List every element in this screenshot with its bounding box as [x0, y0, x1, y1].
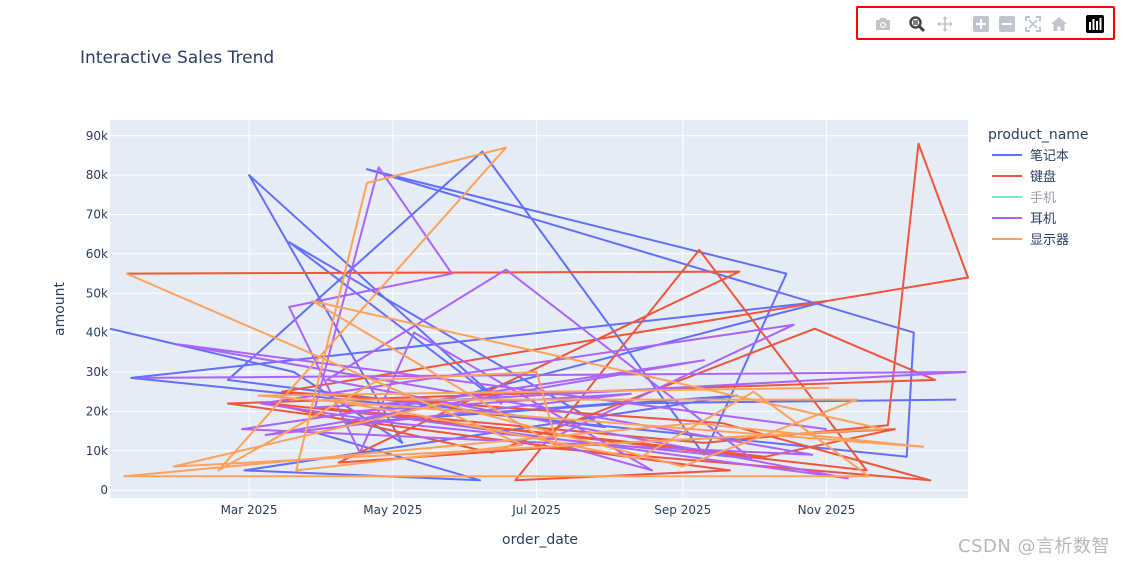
- modebar: [856, 6, 1115, 40]
- y-tick-label: 40k: [86, 326, 108, 340]
- watermark: CSDN @言析数智: [958, 536, 1111, 557]
- legend-item[interactable]: 笔记本: [992, 148, 1069, 164]
- legend-title: product_name: [988, 127, 1089, 143]
- y-tick-label: 60k: [86, 247, 108, 261]
- legend-label: 键盘: [1030, 169, 1056, 185]
- y-tick-label: 30k: [86, 365, 108, 379]
- series-line-0: [109, 150, 957, 482]
- pan-icon[interactable]: [936, 15, 954, 33]
- x-tick-label: Mar 2025: [221, 503, 278, 517]
- autoscale-icon[interactable]: [1024, 15, 1042, 33]
- y-axis-label: amount: [52, 281, 68, 336]
- reset-axes-icon[interactable]: [1050, 15, 1068, 33]
- legend-label: 显示器: [1030, 233, 1069, 248]
- zoom-icon[interactable]: [908, 15, 926, 33]
- series-line-4: [123, 146, 925, 478]
- series-line-3: [142, 166, 967, 480]
- zoom-out-icon[interactable]: [998, 15, 1016, 33]
- y-tick-label: 80k: [86, 168, 108, 182]
- series-lines: [109, 142, 969, 482]
- legend-item[interactable]: 耳机: [992, 212, 1056, 227]
- chart-title: Interactive Sales Trend: [80, 48, 274, 68]
- x-tick-label: May 2025: [363, 503, 422, 517]
- legend-item[interactable]: 手机: [992, 191, 1056, 206]
- y-tick-label: 10k: [86, 444, 108, 458]
- plotly-logo-icon[interactable]: [1086, 15, 1104, 33]
- zoom-in-icon[interactable]: [972, 15, 990, 33]
- y-tick-label: 50k: [86, 286, 108, 300]
- series-line-1: [126, 142, 969, 482]
- legend-label: 耳机: [1030, 212, 1056, 227]
- x-tick-label: Nov 2025: [798, 503, 856, 517]
- camera-icon[interactable]: [874, 15, 892, 33]
- x-tick-label: Sep 2025: [654, 503, 711, 517]
- x-axis-label: order_date: [502, 532, 578, 548]
- y-axis-ticks: 0 10k 20k 30k 40k 50k 60k 70k 80k 90k: [86, 129, 108, 497]
- legend-item[interactable]: 显示器: [992, 233, 1069, 248]
- legend-item[interactable]: 键盘: [992, 169, 1056, 185]
- y-tick-label: 20k: [86, 404, 108, 418]
- y-tick-label: 0: [100, 483, 108, 497]
- x-tick-label: Jul 2025: [511, 503, 561, 517]
- legend-label: 笔记本: [1030, 148, 1069, 164]
- y-tick-label: 70k: [86, 208, 108, 222]
- legend-label: 手机: [1030, 191, 1056, 206]
- x-axis-ticks: Mar 2025 May 2025 Jul 2025 Sep 2025 Nov 2025: [221, 503, 856, 517]
- y-tick-label: 90k: [86, 129, 108, 143]
